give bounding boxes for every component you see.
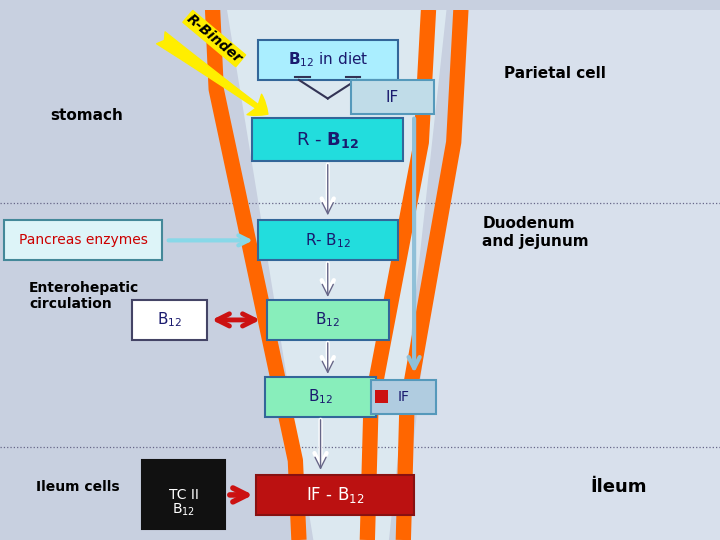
Text: B$_{12}$: B$_{12}$: [172, 502, 195, 518]
FancyBboxPatch shape: [132, 300, 207, 340]
FancyBboxPatch shape: [351, 80, 434, 114]
Text: R-Binder: R-Binder: [184, 11, 245, 66]
Text: Pancreas enzymes: Pancreas enzymes: [19, 233, 148, 247]
Text: B$_{12}$: B$_{12}$: [315, 310, 341, 329]
Text: Duodenum
and jejunum: Duodenum and jejunum: [482, 216, 589, 248]
FancyBboxPatch shape: [265, 377, 377, 417]
Text: B$_{12}$: B$_{12}$: [308, 388, 333, 406]
Text: IF: IF: [386, 90, 399, 105]
FancyBboxPatch shape: [143, 461, 225, 529]
FancyBboxPatch shape: [371, 380, 436, 414]
FancyBboxPatch shape: [258, 220, 398, 260]
Text: R- B$_{12}$: R- B$_{12}$: [305, 231, 351, 249]
Text: $\mathbf{B}_{12}$ in diet: $\mathbf{B}_{12}$ in diet: [287, 51, 368, 70]
Text: Enterohepatic
circulation: Enterohepatic circulation: [29, 281, 139, 311]
Polygon shape: [227, 10, 446, 540]
Text: R - $\mathbf{B_{12}}$: R - $\mathbf{B_{12}}$: [297, 130, 359, 150]
Text: İleum: İleum: [590, 478, 647, 496]
Text: IF: IF: [397, 390, 409, 404]
Bar: [375, 390, 388, 403]
Text: stomach: stomach: [50, 108, 124, 123]
FancyBboxPatch shape: [252, 118, 403, 161]
FancyBboxPatch shape: [256, 475, 414, 515]
Text: IF - B$_{12}$: IF - B$_{12}$: [306, 485, 364, 505]
Text: Ileum cells: Ileum cells: [36, 480, 120, 494]
Polygon shape: [403, 10, 720, 540]
Text: Parietal cell: Parietal cell: [504, 66, 606, 81]
Text: B$_{12}$: B$_{12}$: [157, 310, 182, 329]
FancyBboxPatch shape: [266, 300, 389, 340]
Text: TC II: TC II: [169, 488, 199, 502]
FancyBboxPatch shape: [258, 40, 398, 80]
FancyBboxPatch shape: [4, 220, 162, 260]
